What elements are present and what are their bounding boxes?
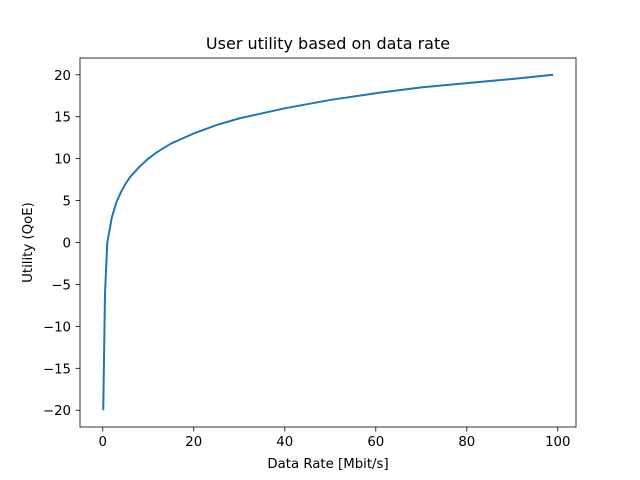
plot-area-frame <box>79 57 577 428</box>
y-tick-label: 10 <box>54 153 71 168</box>
y-tick-label: 0 <box>63 237 71 252</box>
y-tick-label: −15 <box>43 362 71 377</box>
y-tick-label: −20 <box>43 404 71 419</box>
y-tick-label: −10 <box>43 320 71 335</box>
x-tick-label: 40 <box>276 435 293 450</box>
y-tick-label: 15 <box>54 111 71 126</box>
y-axis-ticks: −20 −15 −10 −5 0 5 10 15 20 <box>43 69 80 419</box>
series-line <box>102 73 554 411</box>
y-tick-label: 5 <box>63 195 71 210</box>
x-tick-label: 0 <box>99 435 107 450</box>
x-tick-label: 100 <box>545 435 570 450</box>
x-axis-ticks: 0 20 40 60 80 100 <box>99 427 570 450</box>
chart-title: User utility based on data rate <box>206 34 450 53</box>
x-axis-title: Data Rate [Mbit/s] <box>267 457 388 472</box>
x-tick-label: 80 <box>458 435 475 450</box>
x-tick-label: 20 <box>185 435 202 450</box>
y-tick-label: 20 <box>54 69 71 84</box>
x-tick-label: 60 <box>367 435 384 450</box>
y-axis-title: Utility (QoE) <box>21 202 36 283</box>
y-tick-label: −5 <box>51 278 71 293</box>
